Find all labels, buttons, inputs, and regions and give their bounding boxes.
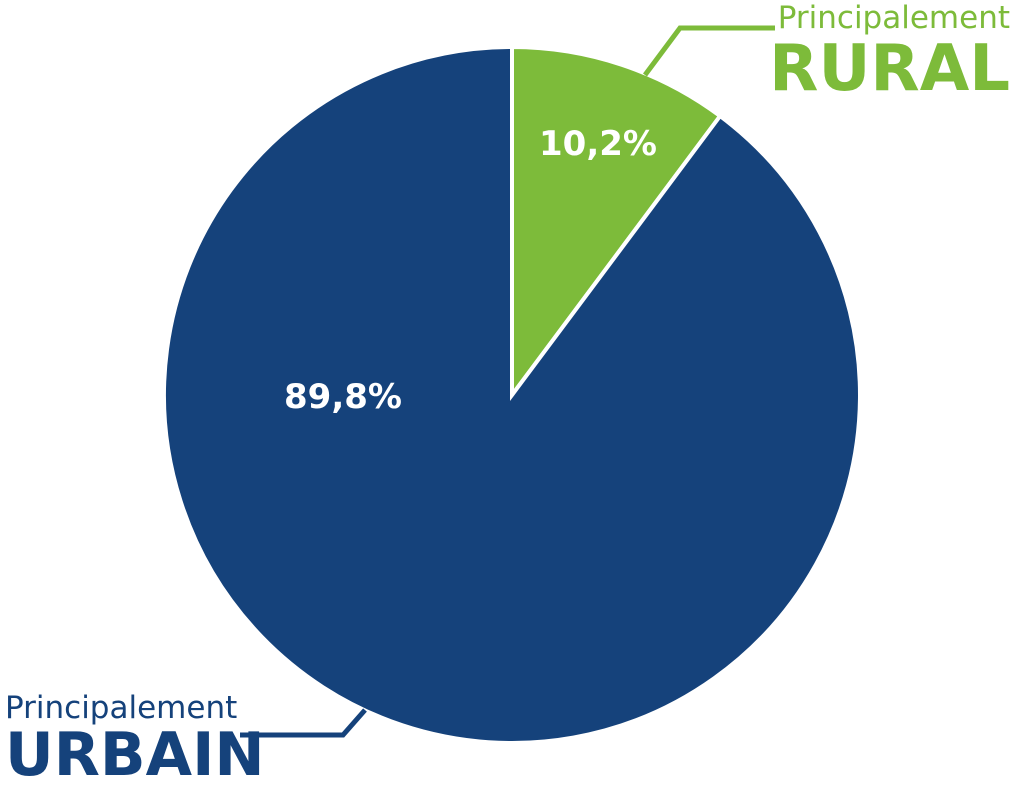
category-label: URBAIN [5,720,265,790]
pie-slice [510,44,723,402]
category-prefix: Principalement [5,690,237,726]
category-prefix: Principalement [778,0,1010,36]
pie-slice [162,44,862,745]
category-label: RURAL [769,32,1010,106]
value-label: 89,8% [284,377,402,417]
leader-line [642,25,775,77]
value-label: 10,2% [539,124,657,164]
leader-line [240,708,367,738]
